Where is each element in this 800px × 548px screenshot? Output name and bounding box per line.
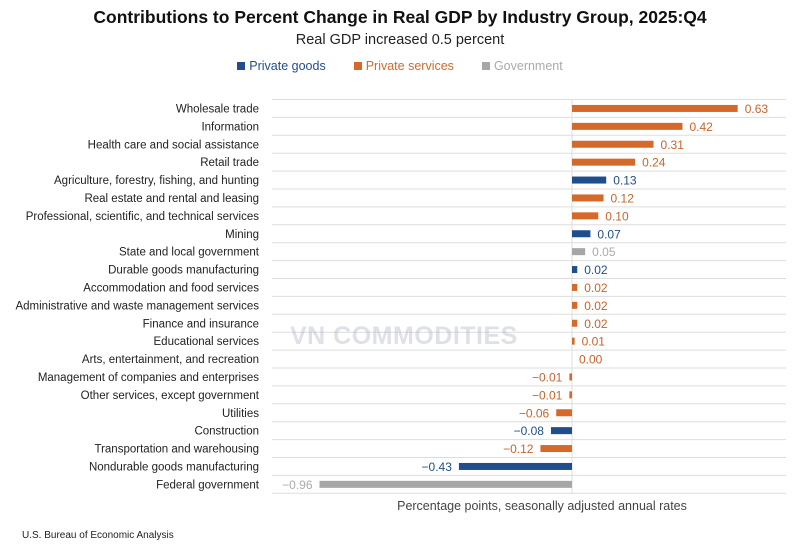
bar	[556, 409, 572, 417]
bar	[572, 122, 683, 130]
bar	[572, 212, 599, 220]
data-label: 0.12	[611, 191, 635, 205]
category-label: Transportation and warehousing	[94, 444, 259, 456]
data-label: 0.42	[689, 120, 713, 134]
category-label: Professional, scientific, and technical …	[26, 211, 260, 223]
bar	[458, 462, 572, 470]
data-label: 0.10	[605, 209, 629, 223]
data-label: 0.01	[582, 335, 606, 349]
bar	[572, 301, 578, 309]
bar	[572, 140, 654, 148]
category-label: Health care and social assistance	[88, 139, 259, 151]
bar	[572, 176, 607, 184]
data-label: 0.31	[661, 138, 685, 152]
category-label: Administrative and waste management serv…	[15, 300, 259, 312]
category-label: Management of companies and enterprises	[38, 372, 259, 384]
legend: Private goods Private services Governmen…	[0, 59, 800, 73]
bar	[572, 283, 578, 291]
bar	[319, 480, 572, 488]
data-label: 0.02	[584, 299, 608, 313]
legend-item-private-services: Private services	[353, 59, 454, 73]
data-label: −0.06	[519, 406, 550, 420]
bar	[572, 158, 636, 166]
category-label: Real estate and rental and leasing	[84, 193, 259, 205]
legend-swatch	[237, 62, 246, 70]
category-label: Accommodation and food services	[83, 282, 259, 294]
bar	[572, 248, 586, 256]
data-label: −0.43	[422, 460, 453, 474]
data-label: −0.96	[282, 478, 313, 492]
data-label: −0.01	[532, 388, 563, 402]
data-label: −0.12	[503, 442, 534, 456]
bar	[572, 230, 591, 238]
bar	[572, 194, 604, 202]
data-label: 0.02	[584, 317, 608, 331]
category-label: Utilities	[222, 408, 259, 420]
category-label: Retail trade	[200, 157, 259, 169]
bar	[572, 266, 578, 274]
bar	[569, 391, 572, 399]
data-label: 0.05	[592, 245, 616, 259]
legend-label: Private services	[365, 59, 454, 73]
legend-swatch	[353, 62, 362, 70]
data-label: 0.00	[579, 353, 603, 367]
category-label: Mining	[225, 229, 259, 241]
legend-swatch	[481, 62, 490, 70]
bar	[569, 373, 572, 381]
category-label: State and local government	[119, 247, 260, 259]
category-label: Arts, entertainment, and recreation	[82, 354, 259, 366]
data-label: 0.02	[584, 263, 608, 277]
x-axis-label: Percentage points, seasonally adjusted a…	[397, 499, 687, 513]
bar	[572, 337, 575, 345]
category-label: Other services, except government	[81, 390, 260, 402]
chart-title: Contributions to Percent Change in Real …	[93, 7, 707, 27]
data-label: 0.02	[584, 281, 608, 295]
category-label: Construction	[194, 426, 259, 438]
data-label: −0.08	[514, 424, 545, 438]
category-label: Educational services	[154, 336, 260, 348]
data-label: 0.13	[613, 174, 637, 188]
category-label: Information	[201, 121, 259, 133]
source-note: U.S. Bureau of Economic Analysis	[22, 530, 174, 541]
legend-label: Private goods	[249, 59, 326, 73]
category-label: Finance and insurance	[143, 318, 259, 330]
watermark: VN COMMODITIES	[290, 322, 518, 350]
category-label: Wholesale trade	[176, 103, 259, 115]
category-label: Federal government	[156, 479, 260, 491]
chart-subtitle: Real GDP increased 0.5 percent	[295, 32, 505, 48]
category-label: Agriculture, forestry, fishing, and hunt…	[54, 175, 259, 187]
legend-item-private-goods: Private goods	[237, 59, 326, 73]
data-label: 0.24	[642, 156, 666, 170]
legend-item-government: Government	[481, 59, 563, 73]
data-label: 0.63	[745, 102, 769, 116]
data-label: 0.07	[597, 227, 621, 241]
category-label: Durable goods manufacturing	[108, 265, 259, 277]
data-label: −0.01	[532, 370, 563, 384]
bar	[572, 104, 738, 112]
bar	[550, 427, 572, 435]
legend-label: Government	[493, 59, 563, 73]
category-label: Nondurable goods manufacturing	[89, 461, 259, 473]
bar	[572, 319, 578, 327]
bar	[540, 445, 572, 453]
